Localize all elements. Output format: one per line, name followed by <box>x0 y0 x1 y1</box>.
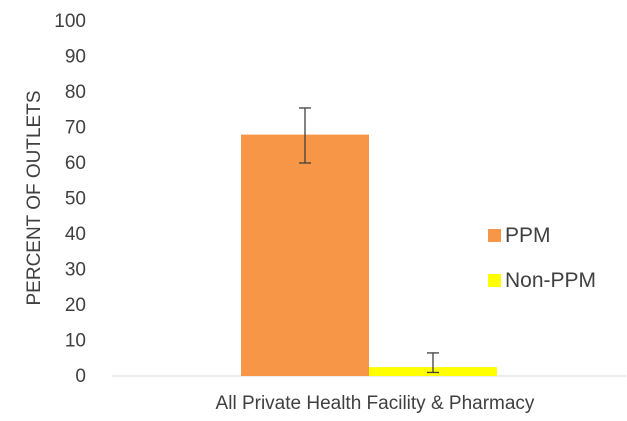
y-tick-label: 80 <box>65 82 86 103</box>
y-tick-label: 0 <box>75 366 86 387</box>
y-tick-label: 70 <box>65 118 86 139</box>
legend-label: PPM <box>505 224 551 247</box>
y-tick-label: 50 <box>65 189 86 210</box>
x-category-label: All Private Health Facility & Pharmacy <box>216 393 535 414</box>
y-axis-label: PERCENT OF OUTLETS <box>24 90 45 305</box>
error-bar-ppm <box>299 107 311 164</box>
legend-label: Non-PPM <box>505 269 596 292</box>
error-bar-non-ppm <box>427 352 439 374</box>
bar-ppm <box>241 134 369 376</box>
y-tick-label: 100 <box>54 11 86 32</box>
legend-item-ppm: PPM <box>488 224 551 247</box>
legend-swatch <box>488 274 501 287</box>
legend-item-non-ppm: Non-PPM <box>488 269 596 292</box>
y-tick-label: 10 <box>65 331 86 352</box>
y-tick-label: 20 <box>65 295 86 316</box>
legend-swatch <box>488 229 501 242</box>
y-tick-label: 40 <box>65 224 86 245</box>
y-tick-label: 60 <box>65 153 86 174</box>
y-tick-label: 30 <box>65 260 86 281</box>
y-tick-label: 90 <box>65 47 86 68</box>
